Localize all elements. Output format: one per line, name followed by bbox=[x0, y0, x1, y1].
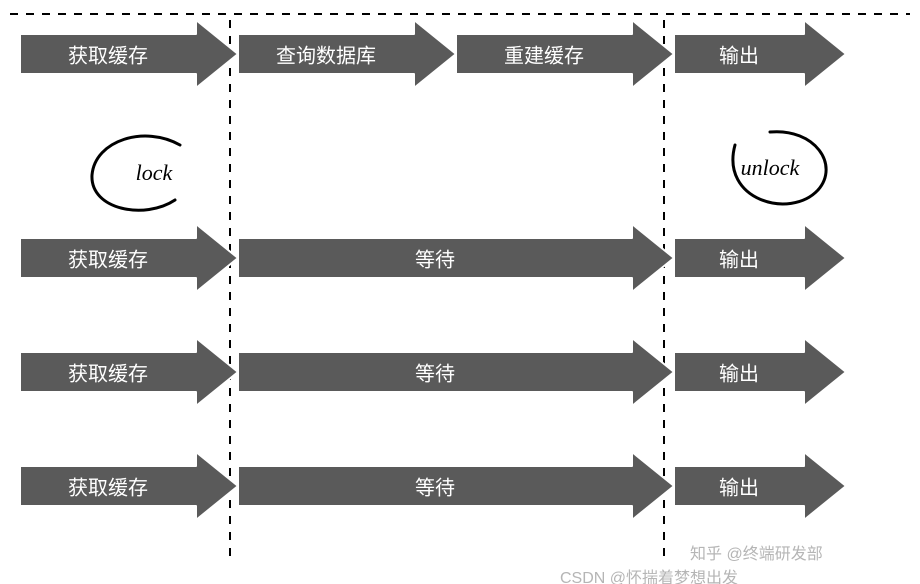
arrow-step bbox=[238, 224, 674, 292]
hand-circle-1 bbox=[733, 132, 826, 204]
arrow-step bbox=[674, 224, 846, 292]
hand-circle-0 bbox=[92, 136, 180, 210]
arrow-step bbox=[456, 20, 674, 88]
arrow-step bbox=[20, 224, 238, 292]
arrow-step bbox=[674, 452, 846, 520]
arrow-step bbox=[674, 20, 846, 88]
arrow-step bbox=[674, 338, 846, 406]
arrow-step bbox=[20, 338, 238, 406]
arrow-step bbox=[238, 20, 456, 88]
arrow-step bbox=[20, 452, 238, 520]
arrow-step bbox=[238, 338, 674, 406]
diagram-svg bbox=[0, 0, 920, 584]
arrow-step bbox=[20, 20, 238, 88]
arrow-step bbox=[238, 452, 674, 520]
diagram-canvas: 获取缓存查询数据库重建缓存输出获取缓存等待输出获取缓存等待输出获取缓存等待输出l… bbox=[0, 0, 920, 584]
